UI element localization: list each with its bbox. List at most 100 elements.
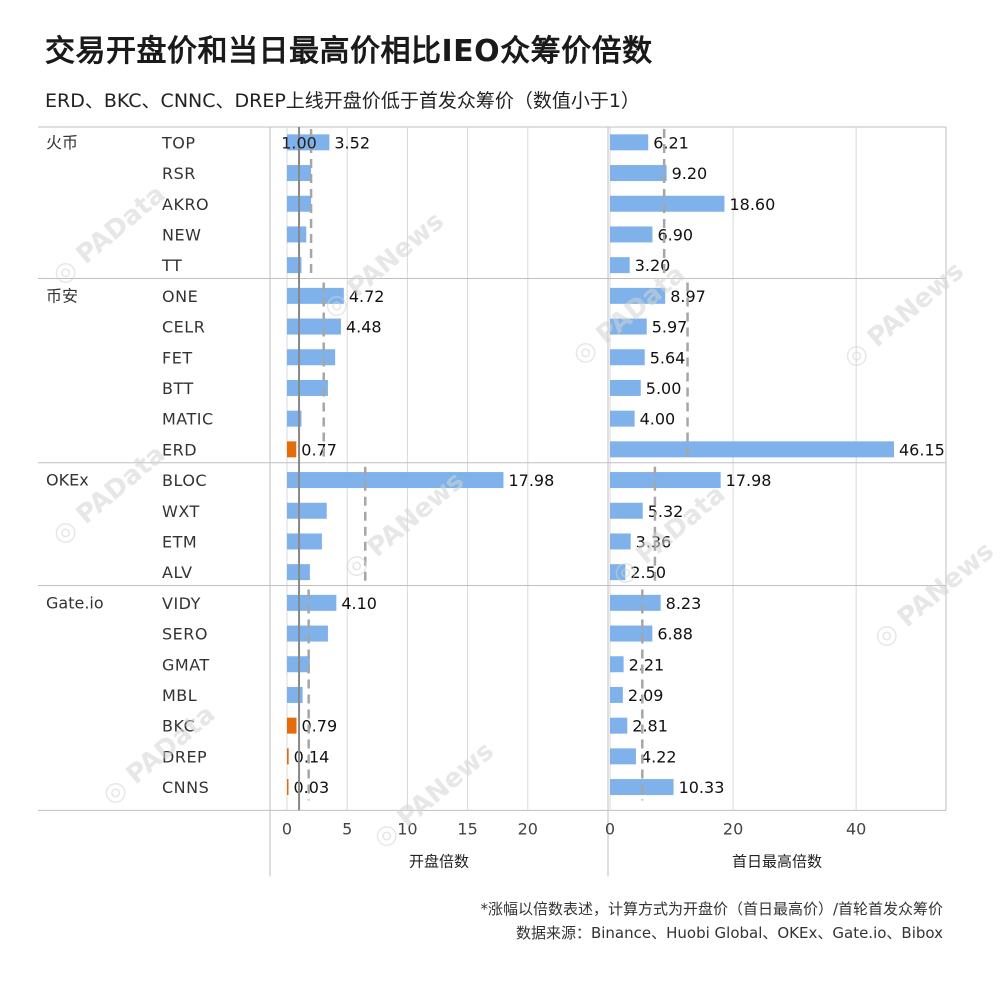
bar (287, 257, 302, 274)
data-label: 2.09 (628, 686, 664, 705)
data-label: 0.79 (302, 717, 338, 736)
category-label: NEW (162, 225, 201, 244)
data-label: 6.21 (653, 133, 689, 152)
bar (287, 779, 289, 796)
category-label: TOP (161, 133, 196, 152)
data-label: 6.88 (657, 625, 693, 644)
bar (610, 748, 636, 765)
data-label: 5.64 (650, 348, 686, 367)
x-tick-label: 40 (846, 819, 866, 838)
bar (287, 748, 289, 765)
data-label: 5.32 (648, 502, 684, 521)
data-label: 18.60 (729, 195, 775, 214)
footnote: *涨幅以倍数表述，计算方式为开盘价（首日最高价）/首轮首发众筹价 (480, 900, 943, 918)
category-label: GMAT (162, 655, 210, 674)
data-label: 3.20 (635, 256, 671, 275)
bar (610, 564, 626, 581)
bar (610, 410, 635, 427)
data-label: 3.36 (636, 532, 672, 551)
x-tick-label: 5 (342, 819, 352, 838)
data-label: 5.97 (652, 318, 688, 337)
bar (287, 318, 341, 335)
data-label: 4.48 (346, 318, 382, 337)
category-label: SERO (162, 625, 208, 644)
data-label: 4.00 (640, 410, 676, 429)
category-label: MBL (162, 686, 197, 705)
data-label: 5.00 (646, 379, 682, 398)
bar (287, 349, 336, 366)
category-label: CNNS (162, 778, 209, 797)
x-tick-label: 0 (605, 819, 615, 838)
data-label: 4.72 (349, 287, 385, 306)
data-label: 4.22 (641, 747, 677, 766)
data-label: 8.23 (666, 594, 702, 613)
data-label: 2.21 (629, 655, 665, 674)
bar (610, 625, 653, 642)
bar (610, 686, 623, 703)
reference-label: 1.00 (281, 133, 317, 152)
bar (610, 472, 721, 489)
x-tick-label: 20 (723, 819, 743, 838)
bar (610, 257, 630, 274)
data-label: 4.10 (341, 594, 377, 613)
group-name: OKEx (46, 471, 89, 490)
bar (610, 441, 894, 458)
category-label: WXT (162, 502, 200, 521)
data-label: 0.14 (294, 747, 330, 766)
bar (287, 625, 328, 642)
data-label: 17.98 (726, 471, 772, 490)
category-label: ALV (162, 563, 193, 582)
category-label: BKC (162, 717, 195, 736)
group-name: 火币 (46, 133, 78, 152)
data-label: 10.33 (679, 778, 725, 797)
bar (287, 533, 322, 550)
bar (287, 502, 327, 519)
category-label: BLOC (162, 471, 207, 490)
bar (287, 134, 330, 151)
bar (610, 533, 631, 550)
bar (610, 379, 641, 396)
category-label: FET (162, 348, 193, 367)
data-label: 46.15 (899, 440, 945, 459)
category-label: TT (161, 256, 182, 275)
category-label: AKRO (162, 195, 209, 214)
bar (287, 379, 328, 396)
x-tick-label: 0 (282, 819, 292, 838)
bar (287, 686, 303, 703)
bar (610, 226, 653, 243)
bar (610, 594, 661, 611)
group-name: Gate.io (46, 594, 104, 613)
bar (610, 287, 666, 304)
bar (287, 287, 344, 304)
bar (287, 441, 297, 458)
chart-subtitle: ERD、BKC、CNNC、DREP上线开盘价低于首发众筹价（数值小于1） (45, 90, 640, 112)
bar (610, 717, 628, 734)
bar (610, 318, 647, 335)
x-axis-label: 首日最高倍数 (732, 852, 822, 870)
data-label: 0.03 (294, 778, 330, 797)
data-label: 6.90 (657, 225, 693, 244)
category-label: ERD (162, 440, 197, 459)
data-label: 8.97 (670, 287, 706, 306)
data-label: 2.81 (632, 717, 668, 736)
bar (610, 349, 645, 366)
bar (610, 165, 667, 182)
bar (287, 594, 337, 611)
bar (610, 134, 649, 151)
bar (610, 502, 643, 519)
data-label: 3.52 (334, 133, 370, 152)
data-label: 9.20 (672, 164, 708, 183)
category-label: RSR (162, 164, 196, 183)
bar (610, 195, 725, 212)
category-label: DREP (162, 747, 207, 766)
x-tick-label: 10 (397, 819, 417, 838)
x-tick-label: 20 (518, 819, 538, 838)
category-label: CELR (162, 318, 205, 337)
bar (610, 656, 624, 673)
category-label: MATIC (162, 410, 214, 429)
x-axis-label: 开盘倍数 (409, 852, 469, 870)
bar (287, 226, 307, 243)
category-label: ONE (162, 287, 198, 306)
chart-title: 交易开盘价和当日最高价相比IEO众筹价倍数 (45, 34, 653, 69)
